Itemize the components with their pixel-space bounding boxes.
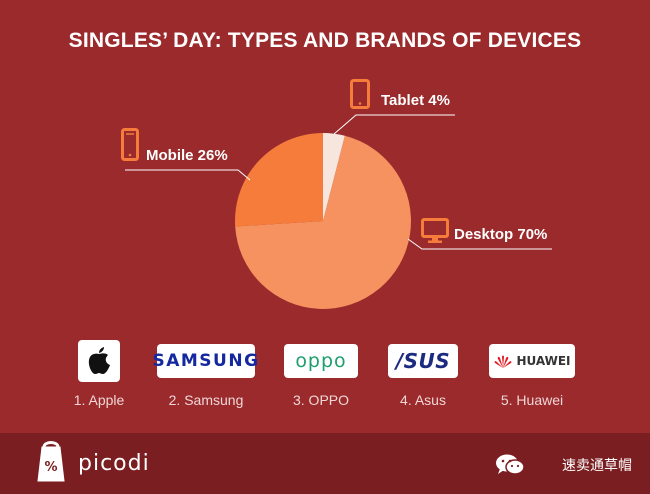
brand-ranking: 1. Apple SAMSUNG 2. Samsung oppo 3. OPPO…	[0, 340, 650, 420]
brand-item-oppo: oppo 3. OPPO	[276, 340, 366, 408]
samsung-logo: SAMSUNG	[152, 344, 258, 378]
brand-name: 2. Samsung	[168, 392, 244, 408]
svg-text:%: %	[44, 460, 57, 475]
huawei-flower-icon	[495, 355, 512, 368]
desktop-icon	[421, 218, 449, 243]
huawei-logo: HUAWEI	[489, 344, 575, 378]
tablet-icon	[350, 79, 370, 109]
mobile-leader-line	[125, 169, 251, 181]
brand-item-huawei: HUAWEI 5. Huawei	[483, 340, 581, 408]
samsung-logo-text: SAMSUNG	[152, 351, 260, 371]
desktop-label: Desktop 70%	[454, 226, 548, 243]
wechat-account-name: 速卖通草帽	[562, 457, 632, 473]
brand-item-samsung: SAMSUNG 2. Samsung	[150, 340, 262, 408]
tablet-leader-line	[333, 114, 455, 135]
brand-name: 3. OPPO	[292, 392, 350, 408]
mobile-icon	[121, 128, 139, 161]
pie-chart	[125, 114, 552, 309]
tablet-label: Tablet 4%	[381, 92, 450, 109]
desktop-leader-line	[407, 238, 552, 250]
oppo-logo: oppo	[284, 344, 358, 378]
pie-slice-mobile	[234, 133, 323, 227]
pie-slice-tablet	[323, 133, 345, 221]
brand-name: 4. Asus	[400, 392, 446, 408]
brand-name: 5. Huawei	[500, 392, 564, 408]
oppo-logo-text: oppo	[295, 350, 347, 372]
page-title: SINGLES’ DAY: TYPES AND BRANDS OF DEVICE…	[68, 29, 582, 52]
brand-item-asus: /SUS 4. Asus	[381, 340, 465, 408]
picodi-brand-text: picodi	[78, 451, 150, 476]
apple-logo	[78, 340, 120, 382]
asus-logo: /SUS	[388, 344, 458, 378]
footer: % picodi 速卖通草帽	[0, 433, 650, 494]
asus-logo-text: /SUS	[395, 349, 451, 373]
pie-slice-desktop	[235, 135, 411, 309]
apple-icon	[88, 347, 110, 374]
mobile-label: Mobile 26%	[146, 147, 228, 164]
brand-name: 1. Apple	[73, 392, 125, 408]
picodi-logo-icon: %	[37, 441, 65, 482]
wechat-icon	[496, 454, 525, 475]
brand-item-apple: 1. Apple	[61, 340, 137, 408]
huawei-logo-text: HUAWEI	[516, 354, 571, 368]
